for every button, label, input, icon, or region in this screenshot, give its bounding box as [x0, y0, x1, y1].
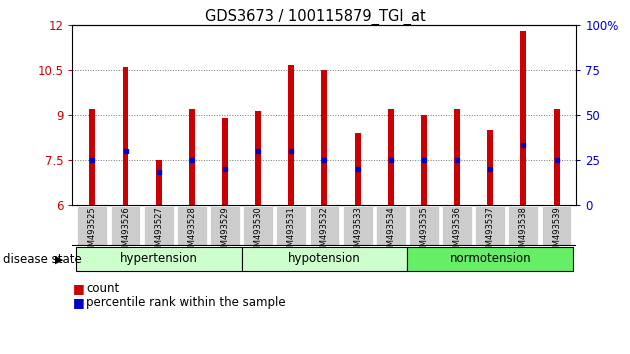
- Bar: [222, 118, 228, 205]
- Bar: [89, 109, 95, 205]
- FancyBboxPatch shape: [177, 206, 207, 245]
- Text: count: count: [86, 282, 120, 295]
- Text: normotension: normotension: [449, 252, 531, 265]
- FancyBboxPatch shape: [144, 206, 174, 245]
- Bar: [520, 31, 527, 205]
- FancyBboxPatch shape: [442, 206, 472, 245]
- FancyBboxPatch shape: [243, 206, 273, 245]
- Text: GSM493527: GSM493527: [154, 206, 163, 257]
- Bar: [156, 160, 162, 205]
- FancyBboxPatch shape: [376, 206, 406, 245]
- Text: disease state: disease state: [3, 253, 82, 266]
- Bar: [289, 65, 294, 205]
- FancyBboxPatch shape: [309, 206, 340, 245]
- FancyBboxPatch shape: [277, 206, 306, 245]
- FancyBboxPatch shape: [475, 206, 505, 245]
- Bar: [421, 115, 427, 205]
- FancyBboxPatch shape: [408, 247, 573, 271]
- Text: GDS3673 / 100115879_TGI_at: GDS3673 / 100115879_TGI_at: [205, 9, 425, 25]
- Bar: [321, 70, 328, 205]
- Bar: [487, 130, 493, 205]
- Text: ▶: ▶: [55, 254, 63, 264]
- FancyBboxPatch shape: [76, 247, 241, 271]
- Text: GSM493534: GSM493534: [386, 206, 395, 257]
- Text: GSM493525: GSM493525: [88, 206, 97, 257]
- Text: ■: ■: [72, 282, 84, 295]
- Bar: [122, 67, 129, 205]
- Text: GSM493537: GSM493537: [486, 206, 495, 257]
- FancyBboxPatch shape: [542, 206, 571, 245]
- Text: GSM493535: GSM493535: [420, 206, 428, 257]
- Text: GSM493526: GSM493526: [121, 206, 130, 257]
- Text: percentile rank within the sample: percentile rank within the sample: [86, 296, 286, 309]
- Text: GSM493539: GSM493539: [552, 206, 561, 257]
- FancyBboxPatch shape: [343, 206, 372, 245]
- Text: GSM493538: GSM493538: [519, 206, 528, 257]
- Text: GSM493533: GSM493533: [353, 206, 362, 257]
- Text: GSM493530: GSM493530: [254, 206, 263, 257]
- Bar: [388, 109, 394, 205]
- Text: hypertension: hypertension: [120, 252, 198, 265]
- FancyBboxPatch shape: [77, 206, 107, 245]
- Text: GSM493528: GSM493528: [187, 206, 197, 257]
- FancyBboxPatch shape: [241, 247, 408, 271]
- FancyBboxPatch shape: [508, 206, 538, 245]
- FancyBboxPatch shape: [111, 206, 140, 245]
- FancyBboxPatch shape: [210, 206, 240, 245]
- Text: ■: ■: [72, 296, 84, 309]
- Text: GSM493536: GSM493536: [452, 206, 462, 257]
- Bar: [189, 109, 195, 205]
- Bar: [454, 109, 460, 205]
- Bar: [355, 133, 360, 205]
- Bar: [554, 109, 559, 205]
- Bar: [255, 110, 261, 205]
- Text: hypotension: hypotension: [288, 252, 361, 265]
- Text: GSM493532: GSM493532: [320, 206, 329, 257]
- FancyBboxPatch shape: [409, 206, 439, 245]
- Text: GSM493529: GSM493529: [220, 206, 229, 257]
- Text: GSM493531: GSM493531: [287, 206, 296, 257]
